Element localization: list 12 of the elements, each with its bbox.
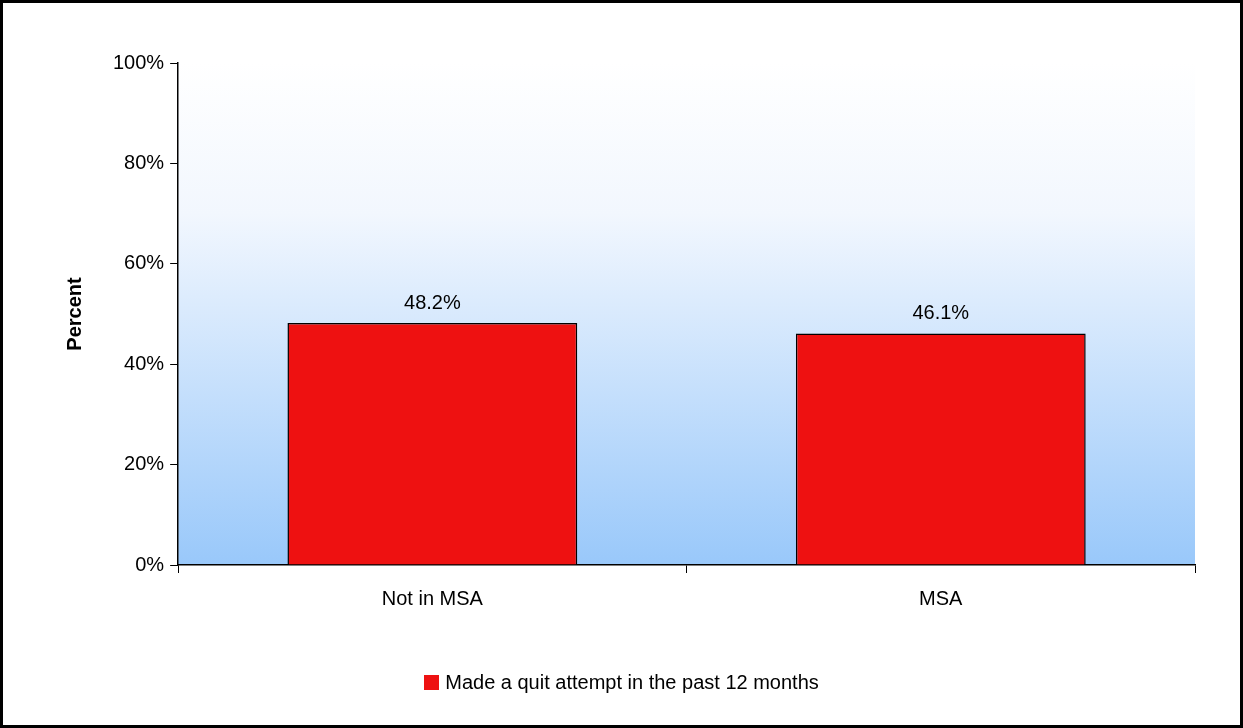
y-tick-label: 60% bbox=[124, 251, 165, 274]
y-tick-label: 100% bbox=[113, 50, 165, 73]
y-tick-label: 20% bbox=[124, 452, 165, 475]
x-tick-label: MSA bbox=[919, 586, 964, 609]
data-label: 46.1% bbox=[912, 301, 970, 324]
data-label: 48.2% bbox=[404, 290, 461, 313]
y-tick-label: 80% bbox=[124, 150, 165, 173]
y-axis-title: Percent bbox=[62, 276, 85, 351]
y-tick-label: 0% bbox=[135, 552, 165, 575]
y-tick-label: 40% bbox=[124, 351, 165, 374]
x-tick-label: Not in MSA bbox=[381, 586, 484, 609]
legend-label: Made a quit attempt in the past 12 months bbox=[445, 671, 819, 694]
